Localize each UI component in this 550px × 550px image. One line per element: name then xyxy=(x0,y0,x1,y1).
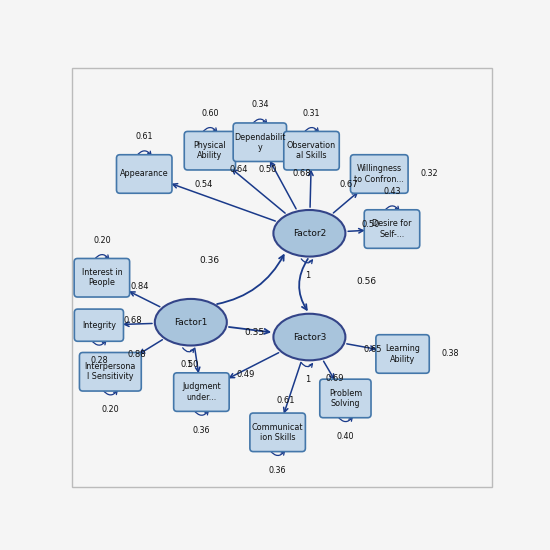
Text: Communicat
ion Skills: Communicat ion Skills xyxy=(252,422,304,442)
Text: Judgment
under...: Judgment under... xyxy=(182,382,221,402)
Text: Interpersona
l Sensitivity: Interpersona l Sensitivity xyxy=(85,362,136,382)
Text: 0.54: 0.54 xyxy=(194,180,213,189)
FancyBboxPatch shape xyxy=(350,155,408,193)
FancyBboxPatch shape xyxy=(250,413,305,452)
Text: 0.49: 0.49 xyxy=(236,370,255,379)
Text: Learning
Ability: Learning Ability xyxy=(385,344,420,364)
Text: 0.56: 0.56 xyxy=(356,278,377,287)
Text: 0.28: 0.28 xyxy=(90,356,108,365)
Text: 0.36: 0.36 xyxy=(269,466,287,475)
Text: 0.50: 0.50 xyxy=(258,165,277,174)
Text: Willingness
to Confron...: Willingness to Confron... xyxy=(354,164,404,184)
Text: 0.64: 0.64 xyxy=(229,165,248,174)
Text: Factor1: Factor1 xyxy=(174,318,207,327)
FancyBboxPatch shape xyxy=(74,258,130,297)
Text: Dependabilit
y: Dependabilit y xyxy=(234,133,285,152)
FancyBboxPatch shape xyxy=(174,373,229,411)
Text: Appearance: Appearance xyxy=(120,169,168,179)
Ellipse shape xyxy=(155,299,227,345)
Text: 0.60: 0.60 xyxy=(201,109,219,118)
Text: 0.67: 0.67 xyxy=(339,180,358,189)
Text: 0.43: 0.43 xyxy=(383,187,401,196)
FancyBboxPatch shape xyxy=(320,379,371,417)
Text: Physical
Ability: Physical Ability xyxy=(194,141,226,161)
FancyBboxPatch shape xyxy=(376,335,429,373)
Text: 0.32: 0.32 xyxy=(421,169,438,179)
Ellipse shape xyxy=(273,210,345,257)
FancyBboxPatch shape xyxy=(364,210,420,248)
Text: 1: 1 xyxy=(305,271,310,280)
Text: Factor3: Factor3 xyxy=(293,333,326,342)
Text: 0.68: 0.68 xyxy=(124,316,142,324)
Text: 1: 1 xyxy=(305,375,310,384)
FancyBboxPatch shape xyxy=(117,155,172,193)
Text: 0.50: 0.50 xyxy=(181,360,199,369)
Text: 0.50: 0.50 xyxy=(361,221,380,229)
Text: 0.36: 0.36 xyxy=(192,426,210,434)
Text: 0.40: 0.40 xyxy=(337,432,354,441)
Text: 1: 1 xyxy=(186,360,191,370)
Text: 0.88: 0.88 xyxy=(128,350,146,359)
Text: Integrity: Integrity xyxy=(82,321,116,329)
Text: 0.61: 0.61 xyxy=(135,132,153,141)
Text: 0.35: 0.35 xyxy=(244,328,265,337)
Text: 0.34: 0.34 xyxy=(251,101,268,109)
Text: 0.31: 0.31 xyxy=(302,109,320,118)
Ellipse shape xyxy=(273,314,345,360)
Text: Problem
Solving: Problem Solving xyxy=(329,389,362,408)
Text: 0.20: 0.20 xyxy=(102,405,119,415)
Text: 0.61: 0.61 xyxy=(276,396,294,405)
FancyBboxPatch shape xyxy=(284,131,339,170)
FancyBboxPatch shape xyxy=(74,309,124,341)
Text: 0.36: 0.36 xyxy=(200,256,220,265)
Text: 0.68: 0.68 xyxy=(293,169,311,179)
FancyBboxPatch shape xyxy=(79,353,141,391)
Text: Factor2: Factor2 xyxy=(293,229,326,238)
Text: 0.84: 0.84 xyxy=(131,282,149,291)
Text: Interest in
People: Interest in People xyxy=(81,268,122,288)
Text: 0.65: 0.65 xyxy=(364,345,382,354)
FancyBboxPatch shape xyxy=(233,123,287,162)
Text: 0.20: 0.20 xyxy=(93,236,111,245)
Text: Observation
al Skills: Observation al Skills xyxy=(287,141,336,161)
Text: 0.38: 0.38 xyxy=(442,349,459,359)
Text: 0.69: 0.69 xyxy=(326,373,344,383)
Text: Desire for
Self-...: Desire for Self-... xyxy=(372,219,412,239)
FancyBboxPatch shape xyxy=(184,131,235,170)
